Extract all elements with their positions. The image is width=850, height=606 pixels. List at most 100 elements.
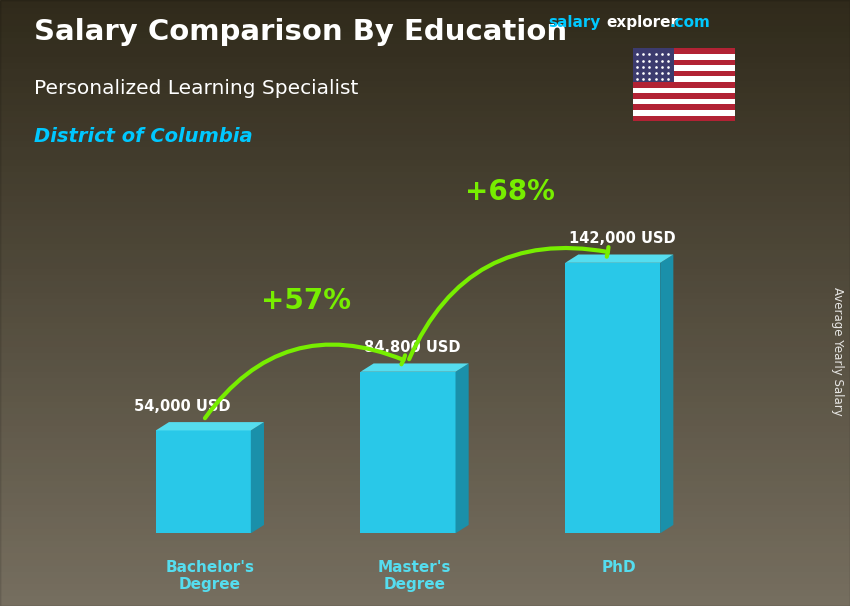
Bar <box>0 273 850 279</box>
Polygon shape <box>251 422 264 533</box>
Bar <box>360 371 456 533</box>
Bar <box>633 59 735 65</box>
Text: explorer: explorer <box>606 15 678 30</box>
Bar <box>0 133 850 139</box>
Bar <box>0 255 850 261</box>
Bar <box>0 509 850 515</box>
Bar <box>0 267 850 273</box>
Bar <box>0 418 850 424</box>
Bar <box>0 327 850 333</box>
Bar <box>0 261 850 267</box>
Text: salary: salary <box>548 15 601 30</box>
Text: 142,000 USD: 142,000 USD <box>569 231 676 246</box>
Bar <box>0 521 850 527</box>
Text: District of Columbia: District of Columbia <box>34 127 252 146</box>
Text: 54,000 USD: 54,000 USD <box>133 399 230 414</box>
Bar <box>0 164 850 170</box>
Bar <box>0 321 850 327</box>
Bar <box>0 479 850 485</box>
Bar <box>0 345 850 351</box>
Bar <box>0 551 850 558</box>
Bar <box>0 6 850 12</box>
Bar <box>0 61 850 67</box>
Bar <box>0 48 850 55</box>
Bar <box>0 139 850 145</box>
Polygon shape <box>565 255 673 263</box>
Bar <box>633 71 735 76</box>
Text: Master's
Degree: Master's Degree <box>378 560 451 592</box>
Bar <box>0 188 850 194</box>
Bar <box>0 103 850 109</box>
Bar <box>0 545 850 551</box>
Text: Average Yearly Salary: Average Yearly Salary <box>830 287 844 416</box>
Bar <box>0 539 850 545</box>
Bar <box>0 315 850 321</box>
Bar <box>0 491 850 497</box>
Bar <box>633 110 735 116</box>
Bar <box>0 412 850 418</box>
Bar <box>0 127 850 133</box>
Bar <box>0 406 850 412</box>
Bar <box>0 558 850 564</box>
Bar <box>633 48 735 54</box>
Bar <box>633 76 735 82</box>
Bar <box>633 54 735 59</box>
Bar <box>0 370 850 376</box>
Bar <box>0 358 850 364</box>
Bar <box>0 388 850 394</box>
Bar <box>0 515 850 521</box>
Bar <box>0 582 850 588</box>
Bar <box>0 36 850 42</box>
Bar <box>0 206 850 212</box>
Bar <box>0 24 850 30</box>
Bar <box>633 88 735 93</box>
Bar <box>0 91 850 97</box>
Bar <box>0 170 850 176</box>
Bar <box>0 600 850 606</box>
Bar <box>0 0 850 6</box>
Bar <box>0 230 850 236</box>
Bar <box>0 158 850 164</box>
Bar <box>0 339 850 345</box>
Text: .com: .com <box>670 15 711 30</box>
Bar <box>633 93 735 99</box>
Bar <box>0 30 850 36</box>
Polygon shape <box>660 255 673 533</box>
Bar <box>0 473 850 479</box>
Bar <box>0 182 850 188</box>
Polygon shape <box>156 422 264 430</box>
Bar <box>565 263 660 533</box>
Bar <box>0 152 850 158</box>
Bar <box>0 285 850 291</box>
Bar <box>0 382 850 388</box>
Bar <box>0 145 850 152</box>
Text: 84,800 USD: 84,800 USD <box>364 340 461 355</box>
Bar <box>0 376 850 382</box>
Text: +68%: +68% <box>466 178 555 206</box>
Bar <box>0 218 850 224</box>
Bar <box>0 461 850 467</box>
Polygon shape <box>456 364 468 533</box>
Bar <box>0 224 850 230</box>
Bar <box>633 99 735 104</box>
Bar <box>0 442 850 448</box>
Bar <box>0 73 850 79</box>
Bar <box>0 594 850 600</box>
Bar <box>0 194 850 200</box>
Bar <box>156 430 251 533</box>
Polygon shape <box>360 364 468 371</box>
Text: +57%: +57% <box>261 287 351 315</box>
Bar <box>633 82 735 88</box>
Bar <box>0 424 850 430</box>
Bar <box>0 588 850 594</box>
Bar <box>0 448 850 454</box>
Bar <box>633 104 735 110</box>
Bar <box>0 42 850 48</box>
Bar <box>0 279 850 285</box>
Bar <box>0 364 850 370</box>
Text: Salary Comparison By Education: Salary Comparison By Education <box>34 18 567 46</box>
Text: PhD: PhD <box>602 560 637 575</box>
Bar <box>0 467 850 473</box>
Bar <box>0 333 850 339</box>
Bar <box>0 109 850 115</box>
